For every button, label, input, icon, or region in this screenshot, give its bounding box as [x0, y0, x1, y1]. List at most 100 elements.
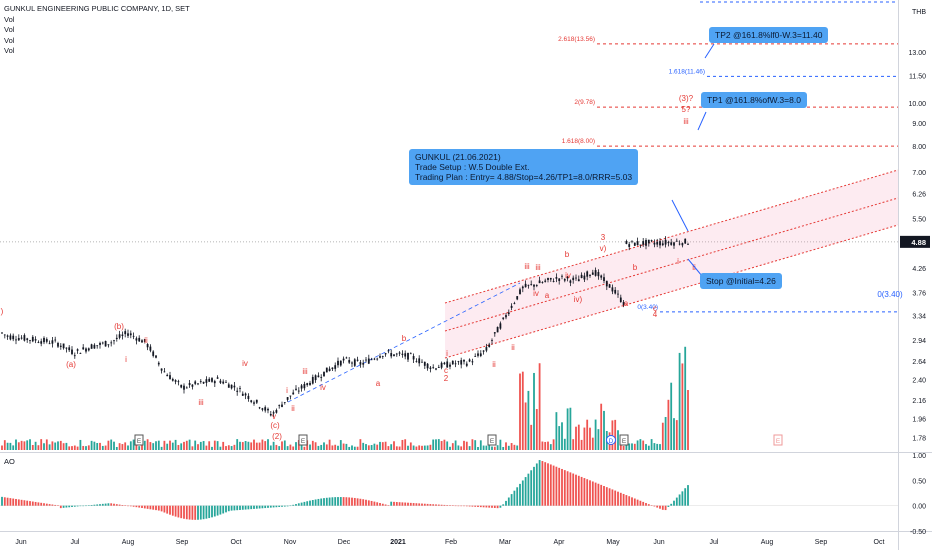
candle-body [205, 379, 208, 383]
candle-body [575, 277, 577, 279]
ao-bar [538, 460, 541, 506]
volume-bar [664, 416, 667, 450]
ao-bar [628, 496, 631, 506]
candle-body [468, 359, 471, 362]
candle-body [586, 271, 589, 277]
volume-bar [104, 445, 107, 450]
volume-bar [132, 439, 135, 450]
volume-bar [365, 444, 367, 450]
candle-body [577, 279, 580, 282]
candle-body [401, 353, 404, 355]
ao-bar [121, 505, 124, 506]
tp1-callout[interactable]: TP1 @161.8%ofW.3=8.0 [701, 92, 807, 108]
candle-body [76, 349, 79, 351]
ao-bar [667, 505, 670, 507]
ao-bar [292, 504, 295, 506]
ao-bar [180, 505, 183, 519]
candle-body [303, 383, 306, 389]
volume-bar [577, 424, 580, 450]
wave-label: ii [291, 404, 295, 413]
ao-bar [440, 504, 443, 506]
ao-bar [225, 505, 227, 513]
tp2-callout[interactable]: TP2 @161.8%lf0-W.3=11.40 [709, 27, 829, 43]
candle-body [611, 287, 614, 292]
ao-bar [376, 502, 379, 506]
volume-bar [376, 444, 379, 450]
volume-bar [309, 444, 311, 450]
ao-bar [583, 478, 586, 506]
price-tick: 2.64 [912, 359, 926, 366]
wave-label: v) [600, 244, 607, 253]
candle-body [138, 337, 141, 342]
ao-bar [664, 505, 667, 511]
volume-bar [9, 442, 12, 450]
candle-body [659, 241, 661, 246]
ao-bar [577, 475, 580, 506]
indicator-vol-3: Vol [4, 35, 15, 45]
ao-bar [194, 505, 197, 520]
volume-bar [367, 445, 370, 450]
volume-bar [390, 444, 393, 450]
volume-bar [213, 440, 216, 450]
candle-body [219, 380, 222, 383]
wave-label: i [286, 386, 288, 395]
volume-bar [141, 443, 143, 450]
volume-bar [342, 443, 345, 450]
ao-bar [205, 505, 208, 519]
candle-body [239, 388, 241, 389]
ao-bar [174, 505, 177, 517]
stop-callout[interactable]: Stop @Initial=4.26 [700, 273, 782, 289]
candle-body [149, 346, 152, 351]
volume-bar [544, 441, 547, 450]
ao-bar [155, 505, 157, 511]
volume-bar [566, 408, 569, 450]
ao-bar [367, 500, 370, 506]
volume-bar [244, 441, 247, 450]
candle-body [31, 336, 34, 342]
ao-bar [429, 504, 432, 506]
candle-body [253, 402, 255, 404]
volume-bar [323, 442, 325, 450]
volume-bar [642, 440, 645, 450]
ao-bar [359, 498, 362, 506]
ao-bar [555, 466, 558, 506]
ao-bar [146, 505, 149, 509]
price-tick: 7.00 [912, 170, 926, 177]
ao-bar [1, 496, 3, 506]
candle-body [247, 395, 250, 399]
volume-bar [79, 439, 82, 450]
time-tick: Dec [338, 539, 351, 546]
candle-body [684, 238, 687, 244]
volume-bar [552, 439, 555, 450]
ao-bar [127, 505, 129, 507]
ao-bar [320, 498, 323, 506]
ao-bar [589, 480, 591, 506]
earnings-marker [487, 434, 497, 446]
candle-body [101, 342, 104, 344]
ao-bar [261, 505, 264, 509]
candle-body [661, 243, 664, 246]
volume-bar [51, 441, 54, 450]
ao-bar [575, 474, 577, 506]
volume-bar [275, 444, 278, 450]
ao-bar [642, 501, 645, 506]
volume-bar [82, 445, 85, 450]
volume-bar [183, 441, 185, 450]
candle-body [423, 361, 426, 366]
wave-label: b [633, 263, 638, 272]
ao-bar [57, 505, 59, 506]
candle-body [314, 375, 317, 381]
setup-callout[interactable]: GUNKUL (21.06.2021) Trade Setup : W.5 Do… [409, 149, 639, 185]
earnings-marker [619, 434, 629, 446]
candle-body [625, 241, 628, 244]
ao-bar [12, 498, 15, 506]
ao-bar [463, 505, 465, 507]
price-tick: 10.00 [908, 101, 926, 108]
volume-bar [202, 441, 205, 450]
volume-bar [395, 446, 398, 450]
volume-bar [597, 429, 600, 450]
candle-body [317, 375, 320, 378]
volume-bar [177, 445, 180, 450]
ao-bar [552, 465, 555, 506]
volume-bar [325, 444, 328, 450]
